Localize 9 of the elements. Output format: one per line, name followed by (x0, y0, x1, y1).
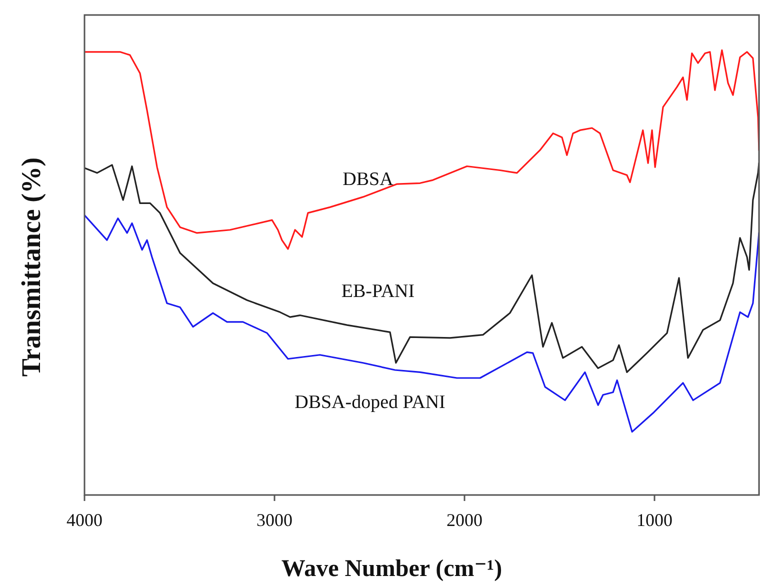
series-label: DBSA-doped PANI (294, 392, 446, 413)
series-label: EB-PANI (341, 281, 415, 302)
y-axis-title: Transmittance (%) (16, 157, 46, 377)
x-tick-label: 2000 (446, 510, 482, 530)
x-tick-label: 4000 (66, 510, 102, 530)
x-axis-title: Wave Number (cm⁻¹) (281, 556, 502, 582)
x-tick-label: 3000 (256, 510, 292, 530)
x-tick-label: 1000 (636, 510, 672, 530)
series-label: DBSA (342, 169, 394, 190)
